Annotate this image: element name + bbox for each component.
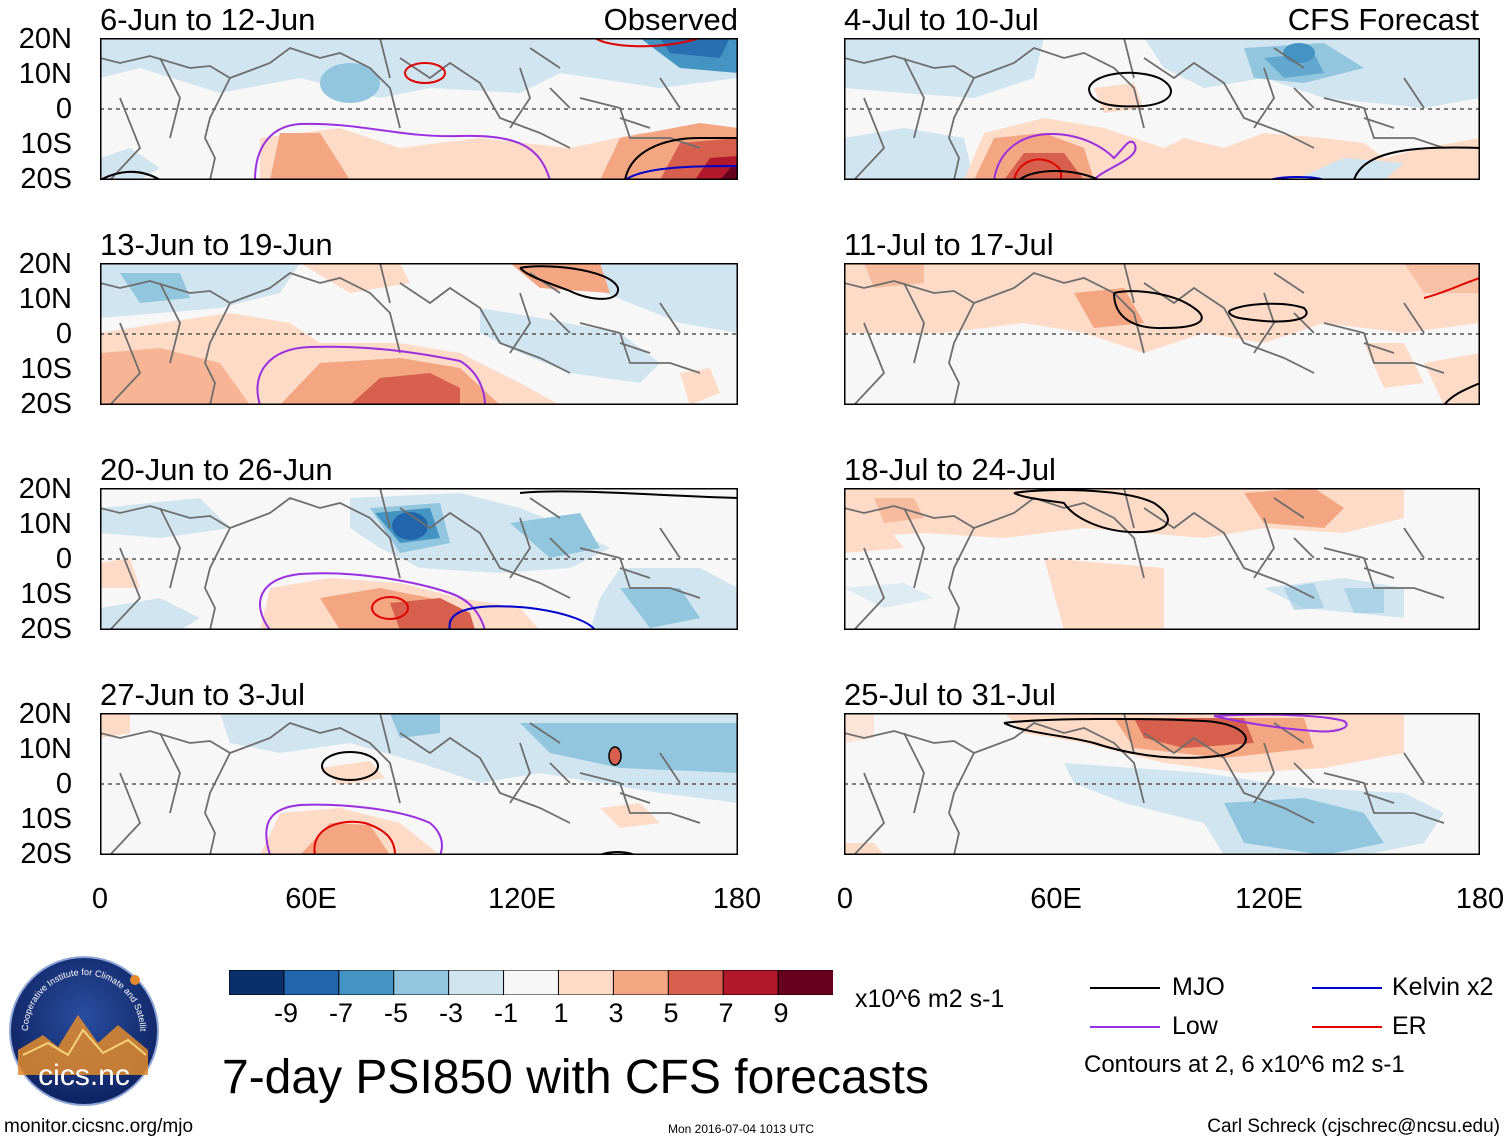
lat-label: 10S bbox=[20, 353, 72, 385]
lon-label: 60E bbox=[1030, 883, 1082, 915]
legend-line-er bbox=[1312, 1026, 1382, 1028]
colorbar-swatch bbox=[612, 969, 670, 996]
lat-label: 0 bbox=[55, 318, 72, 350]
footer-url: monitor.cicsnc.org/mjo bbox=[4, 1116, 194, 1137]
colorbar-swatches bbox=[228, 969, 835, 996]
lat-label: 20N bbox=[18, 698, 72, 730]
panel-tag-cfs-forecast: CFS Forecast bbox=[1287, 2, 1479, 37]
panel-title-6: 11-Jul to 17-Jul bbox=[844, 227, 1054, 262]
lat-label: 0 bbox=[55, 93, 72, 125]
colorbar-label: 9 bbox=[773, 998, 789, 1028]
lat-label: 20N bbox=[18, 473, 72, 505]
colorbar-swatch bbox=[338, 969, 395, 996]
lon-label: 60E bbox=[285, 883, 337, 915]
legend-label-low: Low bbox=[1172, 1012, 1218, 1040]
map-panel-5 bbox=[844, 38, 1480, 180]
page-title: 7-day PSI850 with CFS forecasts bbox=[222, 1051, 929, 1104]
panel-title-3: 20-Jun to 26-Jun bbox=[100, 452, 333, 487]
lat-label: 20S bbox=[20, 613, 72, 645]
lat-label: 10S bbox=[20, 128, 72, 160]
lat-label: 10N bbox=[18, 508, 72, 540]
legend-line-low bbox=[1090, 1026, 1160, 1028]
lat-label: 20S bbox=[20, 163, 72, 195]
colorbar-swatch bbox=[777, 969, 835, 996]
colorbar-swatch bbox=[722, 969, 780, 996]
lon-label: 180 bbox=[712, 883, 762, 915]
colorbar-swatch bbox=[393, 969, 450, 996]
lat-label: 20S bbox=[20, 388, 72, 420]
panel-title-8: 25-Jul to 31-Jul bbox=[844, 677, 1056, 712]
colorbar bbox=[228, 969, 835, 996]
cicsnc-logo: cics.nc Cooperative Institute for Climat… bbox=[8, 955, 159, 1106]
legend-line-kelvin bbox=[1312, 987, 1382, 989]
panel-title-5: 4-Jul to 10-Jul bbox=[844, 2, 1039, 37]
colorbar-swatch bbox=[283, 969, 340, 996]
colorbar-label: -1 bbox=[493, 998, 518, 1028]
map-panel-2 bbox=[100, 263, 738, 405]
colorbar-label: 7 bbox=[718, 998, 734, 1028]
map-panel-3 bbox=[100, 488, 738, 630]
map-panel-4 bbox=[100, 713, 738, 855]
colorbar-units: x10^6 m2 s-1 bbox=[855, 985, 1005, 1013]
lat-label: 20N bbox=[18, 248, 72, 280]
colorbar-swatch bbox=[228, 969, 285, 996]
lat-label: 10S bbox=[20, 803, 72, 835]
colorbar-swatch bbox=[448, 969, 505, 996]
colorbar-swatch bbox=[557, 969, 615, 996]
colorbar-label: -7 bbox=[328, 998, 353, 1028]
lat-label: 20S bbox=[20, 838, 72, 870]
colorbar-label: -5 bbox=[383, 998, 408, 1028]
lat-label: 10N bbox=[18, 733, 72, 765]
legend-label-kelvin: Kelvin x2 bbox=[1392, 973, 1494, 1001]
panel-title-1: 6-Jun to 12-Jun bbox=[100, 2, 316, 37]
lat-label: 10N bbox=[18, 58, 72, 90]
colorbar-label: 5 bbox=[663, 998, 679, 1028]
lat-label: 10S bbox=[20, 578, 72, 610]
panel-title-2: 13-Jun to 19-Jun bbox=[100, 227, 333, 262]
lat-label: 20N bbox=[18, 23, 72, 55]
colorbar-label: -3 bbox=[438, 998, 463, 1028]
footer-author: Carl Schreck (cjschrec@ncsu.edu) bbox=[1207, 1116, 1500, 1137]
panel-title-7: 18-Jul to 24-Jul bbox=[844, 452, 1056, 487]
panel-title-4: 27-Jun to 3-Jul bbox=[100, 677, 306, 712]
map-panel-6 bbox=[844, 263, 1480, 405]
legend-label-er: ER bbox=[1392, 1012, 1427, 1040]
colorbar-swatch bbox=[667, 969, 725, 996]
lon-label: 120E bbox=[1235, 883, 1303, 915]
lon-label: 120E bbox=[488, 883, 556, 915]
colorbar-label: 3 bbox=[608, 998, 624, 1028]
colorbar-label: 1 bbox=[553, 998, 569, 1028]
lat-label: 0 bbox=[55, 768, 72, 800]
legend-line-mjo bbox=[1090, 987, 1160, 989]
legend-label-mjo: MJO bbox=[1172, 973, 1225, 1001]
lon-label: 0 bbox=[91, 883, 109, 915]
panel-tag-observed: Observed bbox=[603, 2, 738, 37]
lat-label: 0 bbox=[55, 543, 72, 575]
lon-label: 180 bbox=[1455, 883, 1505, 915]
map-panel-1 bbox=[100, 38, 738, 180]
colorbar-swatch bbox=[503, 969, 560, 996]
colorbar-label: -9 bbox=[273, 998, 298, 1028]
footer-timestamp: Mon 2016-07-04 1013 UTC bbox=[668, 1122, 815, 1136]
map-panel-7 bbox=[844, 488, 1480, 630]
map-panel-8 bbox=[844, 713, 1480, 855]
lat-label: 10N bbox=[18, 283, 72, 315]
lon-label: 0 bbox=[836, 883, 854, 915]
legend-contour-note: Contours at 2, 6 x10^6 m2 s-1 bbox=[1084, 1051, 1405, 1078]
logo-text: cics.nc bbox=[38, 1059, 130, 1092]
